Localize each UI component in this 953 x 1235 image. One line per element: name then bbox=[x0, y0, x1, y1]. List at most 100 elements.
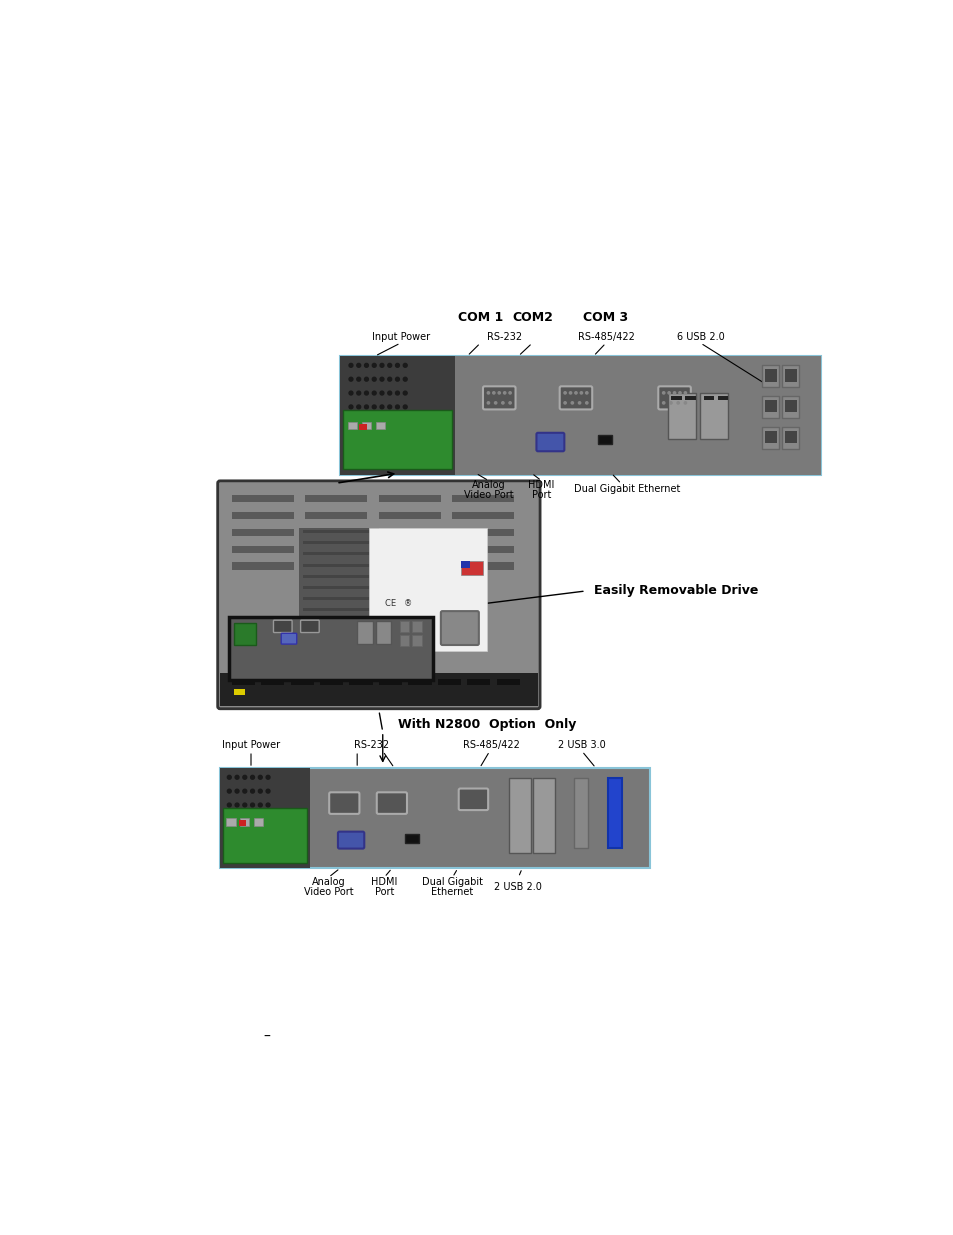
Circle shape bbox=[387, 419, 392, 422]
Bar bbox=[340, 356, 820, 475]
Circle shape bbox=[234, 776, 239, 779]
Circle shape bbox=[395, 363, 399, 367]
Circle shape bbox=[266, 831, 270, 835]
Bar bbox=[412, 635, 421, 646]
Circle shape bbox=[356, 419, 360, 422]
Text: HDMI: HDMI bbox=[371, 877, 397, 887]
Circle shape bbox=[243, 816, 247, 821]
Bar bbox=[452, 511, 514, 520]
Circle shape bbox=[227, 789, 231, 793]
Text: Input Power: Input Power bbox=[222, 740, 280, 750]
Bar bbox=[343, 410, 452, 469]
Circle shape bbox=[227, 803, 231, 806]
Bar bbox=[378, 511, 440, 520]
Circle shape bbox=[243, 831, 247, 835]
Bar bbox=[232, 495, 294, 503]
Bar bbox=[784, 369, 797, 382]
Bar bbox=[232, 529, 294, 536]
Circle shape bbox=[372, 363, 375, 367]
Circle shape bbox=[661, 391, 664, 394]
Text: Video Port: Video Port bbox=[463, 490, 514, 500]
Bar bbox=[763, 431, 776, 443]
FancyBboxPatch shape bbox=[217, 480, 539, 709]
Circle shape bbox=[372, 405, 375, 409]
Circle shape bbox=[585, 401, 587, 404]
Circle shape bbox=[243, 789, 247, 793]
Bar bbox=[220, 768, 310, 868]
Bar bbox=[467, 684, 492, 692]
Circle shape bbox=[571, 401, 573, 404]
Circle shape bbox=[356, 363, 360, 367]
Bar bbox=[302, 597, 375, 600]
Bar bbox=[348, 421, 356, 430]
FancyBboxPatch shape bbox=[559, 387, 592, 410]
Text: With N2800  Option  Only: With N2800 Option Only bbox=[397, 718, 576, 731]
Bar bbox=[302, 608, 375, 611]
FancyBboxPatch shape bbox=[329, 793, 359, 814]
Circle shape bbox=[395, 419, 399, 422]
Bar bbox=[437, 684, 462, 692]
Text: 2 USB 2.0: 2 USB 2.0 bbox=[494, 882, 541, 892]
Circle shape bbox=[569, 391, 571, 394]
Circle shape bbox=[364, 363, 368, 367]
Bar bbox=[305, 511, 367, 520]
Bar bbox=[702, 395, 714, 400]
FancyBboxPatch shape bbox=[482, 387, 515, 410]
Bar bbox=[253, 818, 263, 826]
Bar bbox=[369, 527, 486, 651]
Circle shape bbox=[349, 405, 353, 409]
Bar bbox=[467, 678, 490, 684]
Circle shape bbox=[364, 391, 368, 395]
Circle shape bbox=[387, 391, 392, 395]
Circle shape bbox=[683, 391, 686, 394]
Circle shape bbox=[503, 391, 505, 394]
Bar bbox=[229, 618, 433, 679]
Bar bbox=[378, 495, 440, 503]
Circle shape bbox=[349, 391, 353, 395]
Bar bbox=[399, 621, 409, 632]
Bar bbox=[667, 393, 695, 438]
Bar bbox=[340, 356, 455, 475]
Circle shape bbox=[508, 401, 511, 404]
Circle shape bbox=[372, 419, 375, 422]
Bar bbox=[405, 834, 418, 842]
Text: RS-232: RS-232 bbox=[354, 740, 388, 750]
FancyBboxPatch shape bbox=[376, 793, 407, 814]
Circle shape bbox=[356, 377, 360, 382]
Circle shape bbox=[227, 776, 231, 779]
Circle shape bbox=[364, 405, 368, 409]
Bar bbox=[220, 673, 537, 706]
Text: Input Power: Input Power bbox=[371, 332, 429, 342]
Circle shape bbox=[356, 405, 360, 409]
Circle shape bbox=[661, 401, 664, 404]
Circle shape bbox=[234, 831, 239, 835]
Circle shape bbox=[356, 432, 360, 436]
Circle shape bbox=[227, 816, 231, 821]
Circle shape bbox=[379, 432, 383, 436]
Circle shape bbox=[387, 377, 392, 382]
Bar bbox=[375, 621, 391, 645]
Text: Port: Port bbox=[375, 887, 394, 897]
Circle shape bbox=[403, 419, 407, 422]
Bar bbox=[763, 369, 776, 382]
Text: Analog: Analog bbox=[472, 479, 505, 490]
Bar bbox=[302, 574, 375, 578]
FancyBboxPatch shape bbox=[274, 620, 292, 632]
Bar bbox=[700, 393, 727, 438]
Text: RS-232: RS-232 bbox=[486, 332, 521, 342]
Bar bbox=[319, 684, 344, 692]
Circle shape bbox=[395, 405, 399, 409]
Circle shape bbox=[677, 401, 679, 404]
Bar bbox=[261, 684, 286, 692]
Bar bbox=[233, 624, 255, 645]
Bar bbox=[302, 530, 375, 534]
Bar bbox=[220, 768, 649, 868]
Circle shape bbox=[234, 816, 239, 821]
Circle shape bbox=[349, 377, 353, 382]
Circle shape bbox=[251, 831, 254, 835]
Circle shape bbox=[349, 432, 353, 436]
Text: COM 3: COM 3 bbox=[583, 311, 628, 324]
Bar bbox=[509, 778, 531, 853]
Circle shape bbox=[379, 405, 383, 409]
Bar bbox=[461, 561, 482, 576]
